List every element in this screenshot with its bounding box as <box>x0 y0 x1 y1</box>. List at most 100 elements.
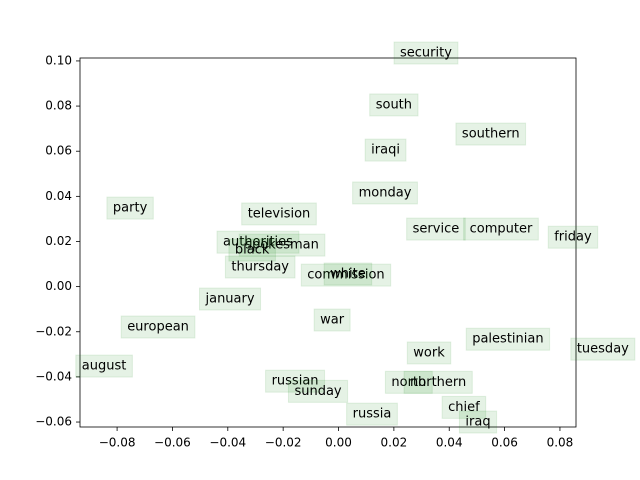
word: authorities <box>223 235 293 250</box>
word: thursday <box>231 259 289 274</box>
word: tuesday <box>577 342 629 357</box>
x-tick-label: 0.06 <box>491 436 518 450</box>
word: russia <box>353 407 392 422</box>
word: computer <box>470 222 533 237</box>
word: southern <box>462 127 520 142</box>
axes-frame <box>79 57 577 428</box>
y-tick-label: −0.02 <box>35 324 72 338</box>
y-tick-label: 0.00 <box>45 279 72 293</box>
word: white <box>330 266 366 281</box>
word: european <box>127 320 189 335</box>
word: northern <box>410 375 466 390</box>
word: august <box>82 359 127 374</box>
label-box <box>323 262 373 286</box>
word: russian <box>272 374 319 389</box>
word-label: monday <box>352 181 418 205</box>
word-label: southern <box>455 122 527 146</box>
label-box <box>238 233 326 257</box>
label-box <box>384 370 433 394</box>
word-label: service <box>406 217 466 241</box>
label-box <box>570 337 636 361</box>
word-label: commission <box>300 263 392 287</box>
word-label: white <box>323 262 373 286</box>
word-label: party <box>106 196 154 220</box>
label-box <box>458 410 498 434</box>
label-box <box>106 196 154 220</box>
word: party <box>113 201 148 216</box>
word-label: chief <box>441 395 487 419</box>
word-label: authorities <box>216 230 300 254</box>
word: spokesman <box>245 238 319 253</box>
word: chief <box>448 400 480 415</box>
label-box <box>465 327 551 351</box>
label-box <box>406 217 466 241</box>
x-tick-label: −0.08 <box>99 436 136 450</box>
y-tick-label: −0.04 <box>35 369 72 383</box>
word: south <box>376 97 412 112</box>
word-label: palestinian <box>465 327 551 351</box>
y-tick-label: 0.08 <box>45 99 72 113</box>
x-tick-label: 0.08 <box>547 436 574 450</box>
label-box <box>463 217 539 241</box>
word-label: south <box>369 93 419 117</box>
word: palestinian <box>472 332 543 347</box>
word-label: russia <box>346 402 398 426</box>
y-tick-label: 0.02 <box>45 234 72 248</box>
label-box <box>120 315 196 339</box>
x-tick-label: 0.02 <box>381 436 408 450</box>
label-box <box>300 263 392 287</box>
word-label: computer <box>463 217 539 241</box>
x-tick-label: −0.02 <box>265 436 302 450</box>
word-label: work <box>406 341 452 365</box>
label-box <box>228 238 276 262</box>
word: iraqi <box>371 143 400 158</box>
word: black <box>235 243 270 258</box>
word-label: security <box>393 41 459 65</box>
word: north <box>391 375 426 390</box>
word: iraq <box>465 415 490 430</box>
word-label: friday <box>547 225 599 249</box>
label-box <box>75 354 133 378</box>
word-label: war <box>313 308 351 332</box>
x-tick-label: −0.06 <box>154 436 191 450</box>
word: security <box>400 46 452 61</box>
word: service <box>413 222 460 237</box>
label-box <box>216 230 300 254</box>
label-box <box>346 402 398 426</box>
word-label: european <box>120 315 196 339</box>
label-box <box>287 379 349 403</box>
word: friday <box>554 230 592 245</box>
word: work <box>413 345 445 360</box>
label-box <box>403 370 473 394</box>
label-box <box>455 122 527 146</box>
word-label: thursday <box>224 255 296 279</box>
word: war <box>320 313 345 328</box>
word-label: russian <box>265 369 326 393</box>
x-tick-label: −0.04 <box>209 436 246 450</box>
word-label: sunday <box>287 379 349 403</box>
label-box <box>198 287 262 311</box>
word: television <box>248 206 311 221</box>
label-box <box>352 181 418 205</box>
label-box <box>265 369 326 393</box>
label-box <box>224 255 296 279</box>
word-label: northern <box>403 370 473 394</box>
word-label: spokesman <box>238 233 326 257</box>
label-box <box>369 93 419 117</box>
word-label: august <box>75 354 133 378</box>
word-label: black <box>228 238 276 262</box>
x-tick-label: 0.04 <box>436 436 463 450</box>
label-box <box>547 225 599 249</box>
label-box <box>364 138 407 162</box>
word-label: television <box>241 202 317 226</box>
y-tick-label: 0.10 <box>45 53 72 67</box>
label-box <box>241 202 317 226</box>
y-tick-label: 0.04 <box>45 189 72 203</box>
word-label: tuesday <box>570 337 636 361</box>
word-label: january <box>198 287 262 311</box>
word-label: iraq <box>458 410 498 434</box>
y-tick-label: −0.06 <box>35 415 72 429</box>
label-box <box>441 395 487 419</box>
label-box <box>406 341 452 365</box>
